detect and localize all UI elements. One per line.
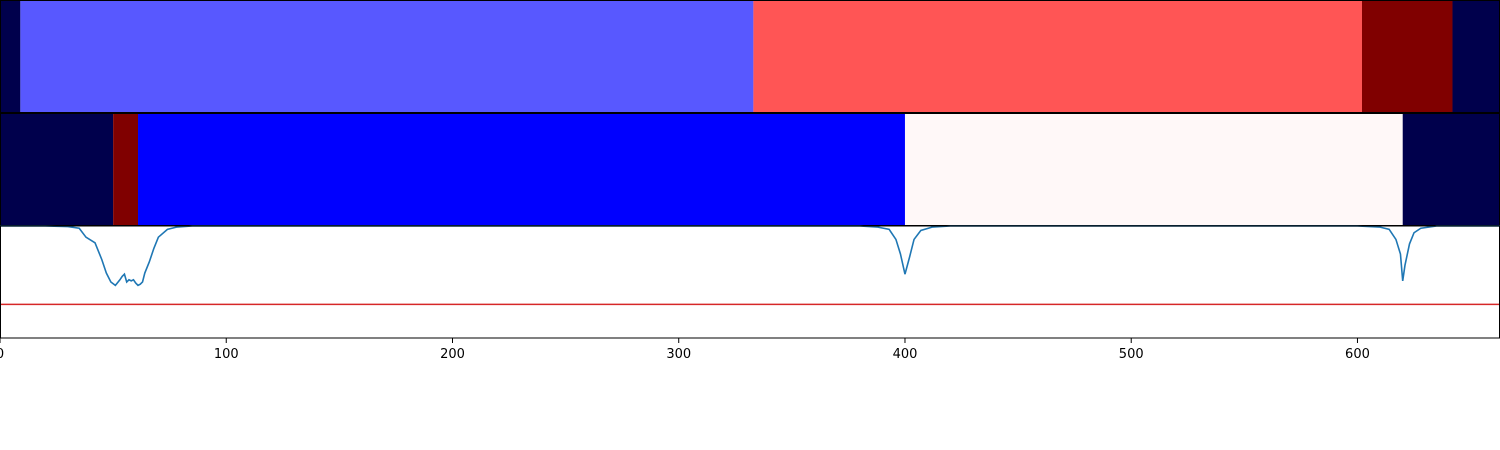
heatmap-row-top [0, 1, 1500, 112]
heatmap-segment [20, 1, 754, 112]
heatmap-segment [1402, 114, 1500, 225]
line-panel-frame [0, 225, 1500, 339]
x-tick-label: 600 [1345, 347, 1370, 362]
heatmap-row-bottom [0, 114, 1500, 225]
x-tick-label: 200 [440, 347, 465, 362]
x-tick-label: 0 [0, 347, 4, 362]
series-line [0, 225, 1500, 287]
heatmap-segment [1361, 1, 1453, 112]
heatmap-segment [0, 114, 114, 225]
line-panel [0, 225, 1500, 339]
x-tick-label: 300 [666, 347, 691, 362]
heatmap-segment [0, 1, 21, 112]
heatmap-segment [138, 114, 905, 225]
x-axis: 0 100 200 300 400 500 600 [0, 338, 1370, 362]
heatmap-segment [904, 114, 1403, 225]
x-tick-label: 100 [214, 347, 239, 362]
heatmap-segment [753, 1, 1362, 112]
heatmap-segment [1452, 1, 1500, 112]
x-tick-label: 400 [893, 347, 918, 362]
heatmap-segment [113, 114, 139, 225]
x-tick-label: 500 [1119, 347, 1144, 362]
